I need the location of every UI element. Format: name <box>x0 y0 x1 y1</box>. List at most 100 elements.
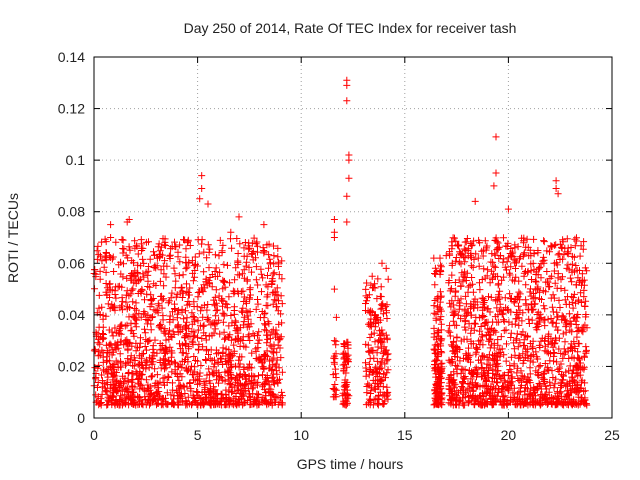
data-point <box>510 345 518 353</box>
data-point <box>499 258 507 266</box>
data-point <box>269 270 277 278</box>
data-point <box>268 399 276 407</box>
data-point <box>331 365 339 373</box>
data-point <box>384 275 392 283</box>
data-point <box>500 317 508 325</box>
data-point <box>251 373 259 381</box>
data-point <box>156 323 164 331</box>
data-point <box>210 383 217 391</box>
data-point <box>150 248 157 256</box>
data-point <box>230 341 238 349</box>
data-point <box>448 242 456 250</box>
data-point <box>529 337 537 345</box>
data-point <box>212 346 220 354</box>
data-point <box>239 382 247 390</box>
data-point <box>448 357 456 365</box>
data-point <box>121 337 129 345</box>
data-point <box>373 349 381 357</box>
data-point <box>518 381 525 389</box>
data-point <box>546 248 553 256</box>
data-point <box>362 364 370 372</box>
data-point <box>215 379 222 387</box>
data-point <box>118 283 126 291</box>
data-point <box>218 247 226 255</box>
data-point <box>194 317 202 325</box>
data-point <box>275 364 283 372</box>
data-point <box>143 290 151 298</box>
data-point <box>532 367 540 375</box>
data-point <box>274 244 282 252</box>
data-point <box>156 378 164 386</box>
data-point <box>513 292 521 300</box>
data-point <box>383 315 391 322</box>
data-point <box>447 395 455 403</box>
data-point <box>488 274 496 282</box>
data-point <box>225 293 233 301</box>
data-point <box>464 356 472 364</box>
data-point <box>345 156 353 164</box>
data-point <box>263 347 271 355</box>
data-point <box>576 267 583 274</box>
data-point <box>339 400 347 408</box>
data-point <box>151 336 159 344</box>
data-point <box>480 265 488 273</box>
data-point <box>553 358 561 366</box>
data-point <box>481 319 489 326</box>
data-point <box>223 304 231 312</box>
data-point <box>218 355 226 363</box>
data-point <box>190 273 198 281</box>
data-point <box>548 303 556 311</box>
data-point <box>238 270 246 278</box>
data-point <box>216 373 224 380</box>
data-point <box>119 298 127 306</box>
data-point <box>537 401 545 408</box>
data-point <box>272 360 280 368</box>
data-point <box>273 331 281 339</box>
data-point <box>545 388 553 396</box>
data-point <box>330 234 338 241</box>
data-point <box>469 288 477 296</box>
data-point <box>451 380 459 388</box>
data-point <box>225 333 233 341</box>
data-point <box>431 341 439 349</box>
data-point <box>494 272 502 280</box>
data-point <box>483 360 491 368</box>
data-point <box>377 330 385 338</box>
data-point <box>160 329 168 337</box>
data-point <box>558 393 566 401</box>
data-point <box>436 254 444 262</box>
data-point <box>549 318 557 326</box>
data-point <box>235 334 242 342</box>
data-point <box>268 366 276 374</box>
data-point <box>132 299 140 307</box>
data-point <box>170 264 178 272</box>
data-point <box>580 293 588 301</box>
data-point <box>507 381 515 389</box>
data-point <box>463 235 471 242</box>
data-point <box>442 252 450 260</box>
data-point <box>225 346 233 354</box>
data-point <box>552 375 560 383</box>
data-point <box>566 386 574 394</box>
data-point <box>461 365 469 373</box>
data-point <box>188 327 196 335</box>
data-point <box>452 287 460 295</box>
data-point <box>113 400 121 408</box>
data-point <box>259 371 266 379</box>
data-point <box>378 358 386 366</box>
data-point <box>437 293 445 301</box>
data-point <box>231 321 239 329</box>
data-point <box>455 276 463 284</box>
data-point <box>102 256 110 264</box>
data-point <box>467 300 475 308</box>
data-point <box>117 383 125 391</box>
data-point <box>532 278 540 286</box>
data-point <box>374 399 382 407</box>
data-point <box>93 255 101 263</box>
data-point <box>437 379 445 387</box>
data-point <box>121 322 129 330</box>
data-point <box>494 360 502 368</box>
data-point <box>549 291 557 299</box>
data-point <box>248 250 256 257</box>
data-point <box>557 360 565 368</box>
